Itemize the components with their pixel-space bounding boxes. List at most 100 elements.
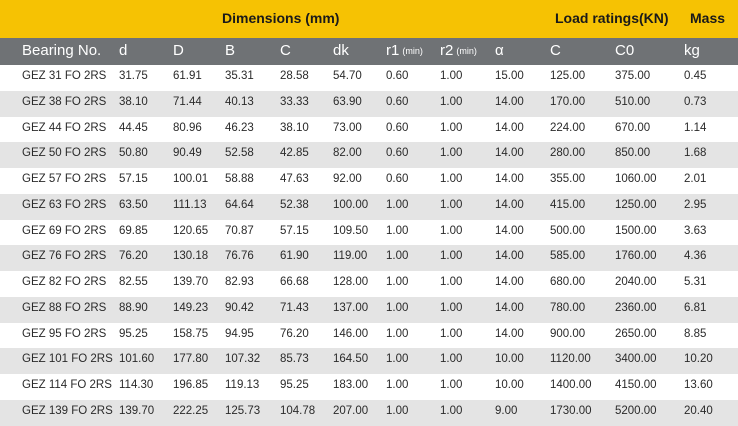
table-cell: 1760.00: [615, 250, 657, 263]
table-cell: 14.00: [495, 147, 524, 160]
column-header: d: [119, 42, 127, 59]
table-row: GEZ 82 FO 2RS 82.55 139.70 82.93 66.68 128.00…: [0, 271, 738, 297]
table-cell: 31.75: [119, 70, 148, 82]
table-cell: 125.00: [550, 70, 586, 82]
column-header-label: dk: [333, 42, 349, 59]
table-cell: 63.50: [119, 198, 148, 211]
table-cell: 94.95: [225, 327, 254, 340]
bearing-number-cell: GEZ 76 FO 2RS: [22, 250, 107, 263]
column-header-label: Bearing No.: [22, 42, 102, 59]
table-cell: 70.87: [225, 224, 254, 237]
table-cell: 82.93: [225, 276, 254, 288]
table-cell: 104.78: [280, 404, 316, 417]
table-cell: 130.18: [173, 250, 209, 263]
bearing-number-cell: GEZ 31 FO 2RS: [22, 70, 107, 82]
table-cell: 14.00: [495, 173, 524, 185]
column-header: B: [225, 42, 235, 59]
column-header-unit: (min): [402, 46, 423, 56]
column-header-unit: (min): [456, 46, 477, 56]
column-header-label: C0: [615, 42, 635, 59]
table-cell: 1.68: [684, 147, 707, 160]
table-cell: 47.63: [280, 173, 309, 185]
table-cell: 1.00: [440, 379, 463, 391]
bearing-number-cell: GEZ 95 FO 2RS: [22, 327, 107, 340]
table-cell: 1.00: [440, 224, 463, 237]
table-cell: 14.00: [495, 224, 524, 237]
table-cell: 76.20: [280, 327, 309, 340]
table-cell: 3.63: [684, 224, 707, 237]
bearing-number-cell: GEZ 69 FO 2RS: [22, 224, 107, 237]
table-cell: 139.70: [119, 404, 155, 417]
table-row: GEZ 31 FO 2RS 31.75 61.91 35.31 28.58 54.70 0.…: [0, 65, 738, 91]
table-cell: 670.00: [615, 121, 651, 134]
bearing-number-cell: GEZ 63 FO 2RS: [22, 198, 107, 211]
table-cell: 95.25: [119, 327, 148, 340]
table-cell: 500.00: [550, 224, 586, 237]
mass-group-label: Mass: [690, 10, 726, 26]
table-cell: 14.00: [495, 276, 524, 288]
table-cell: 2650.00: [615, 327, 657, 340]
table-cell: 63.90: [333, 95, 362, 108]
column-header-label: r1: [386, 42, 400, 59]
table-cell: 119.00: [333, 250, 368, 263]
table-cell: 1.14: [684, 121, 707, 134]
table-cell: 10.20: [684, 353, 713, 366]
table-cell: 1.00: [386, 301, 409, 314]
column-header: r2 (min): [440, 42, 477, 59]
bearing-number-cell: GEZ 101 FO 2RS: [22, 353, 113, 366]
table-cell: 58.88: [225, 173, 254, 185]
table-cell: 13.60: [684, 379, 713, 391]
table-cell: 40.13: [225, 95, 254, 108]
table-cell: 125.73: [225, 404, 261, 417]
table-row: GEZ 101 FO 2RS 101.60 177.80 107.32 85.73 164…: [0, 348, 738, 374]
table-cell: 14.00: [495, 301, 524, 314]
column-header-label: C: [280, 42, 291, 59]
table-cell: 0.60: [386, 173, 409, 185]
table-cell: 1.00: [440, 147, 463, 160]
table-cell: 1.00: [440, 327, 463, 340]
table-cell: 101.60: [119, 353, 155, 366]
table-cell: 2.95: [684, 198, 707, 211]
table-cell: 207.00: [333, 404, 369, 417]
table-row: GEZ 88 FO 2RS 88.90 149.23 90.42 71.43 137.00…: [0, 296, 738, 323]
table-cell: 1.00: [386, 276, 409, 288]
table-cell: 5200.00: [615, 404, 657, 417]
table-cell: 1.00: [386, 327, 409, 340]
column-header: α: [495, 42, 504, 59]
table-row: GEZ 63 FO 2RS 63.50 111.13 64.64 52.38 100.00…: [0, 193, 738, 220]
table-cell: 14.00: [495, 121, 524, 134]
table-row: GEZ 139 FO 2RS 139.70 222.25 125.73 104.78 20…: [0, 399, 738, 426]
table-cell: 95.25: [280, 379, 309, 391]
table-cell: 183.00: [333, 379, 369, 391]
table-cell: 2040.00: [615, 276, 657, 288]
table-cell: 88.90: [119, 301, 148, 314]
table-row: GEZ 69 FO 2RS 69.85 120.65 70.87 57.15 109.50…: [0, 220, 738, 246]
table-cell: 375.00: [615, 70, 651, 82]
table-row: GEZ 50 FO 2RS 50.80 90.49 52.58 42.85 82.00 0.…: [0, 142, 738, 168]
table-cell: 280.00: [550, 147, 586, 160]
table-cell: 139.70: [173, 276, 209, 288]
table-cell: 38.10: [280, 121, 309, 134]
table-cell: 196.85: [173, 379, 209, 391]
bearing-number-cell: GEZ 82 FO 2RS: [22, 276, 107, 288]
table-cell: 80.96: [173, 121, 202, 134]
table-cell: 14.00: [495, 198, 524, 211]
table-cell: 128.00: [333, 276, 369, 288]
table-cell: 164.50: [333, 353, 369, 366]
table-cell: 5.31: [684, 276, 707, 288]
table-cell: 1.00: [440, 301, 463, 314]
table-cell: 1.00: [440, 198, 463, 211]
table-cell: 137.00: [333, 301, 369, 314]
table-cell: 1.00: [440, 70, 463, 82]
table-cell: 355.00: [550, 173, 586, 185]
table-cell: 1.00: [440, 95, 463, 108]
bearing-number-cell: GEZ 88 FO 2RS: [22, 301, 107, 314]
table-cell: 1500.00: [615, 224, 657, 237]
table-cell: 111.13: [173, 198, 207, 211]
table-cell: 0.60: [386, 70, 409, 82]
bearing-number-cell: GEZ 38 FO 2RS: [22, 95, 107, 108]
table-cell: 82.00: [333, 147, 362, 160]
table-cell: 28.58: [280, 70, 309, 82]
table-cell: 158.75: [173, 327, 209, 340]
column-header: kg: [684, 42, 700, 59]
